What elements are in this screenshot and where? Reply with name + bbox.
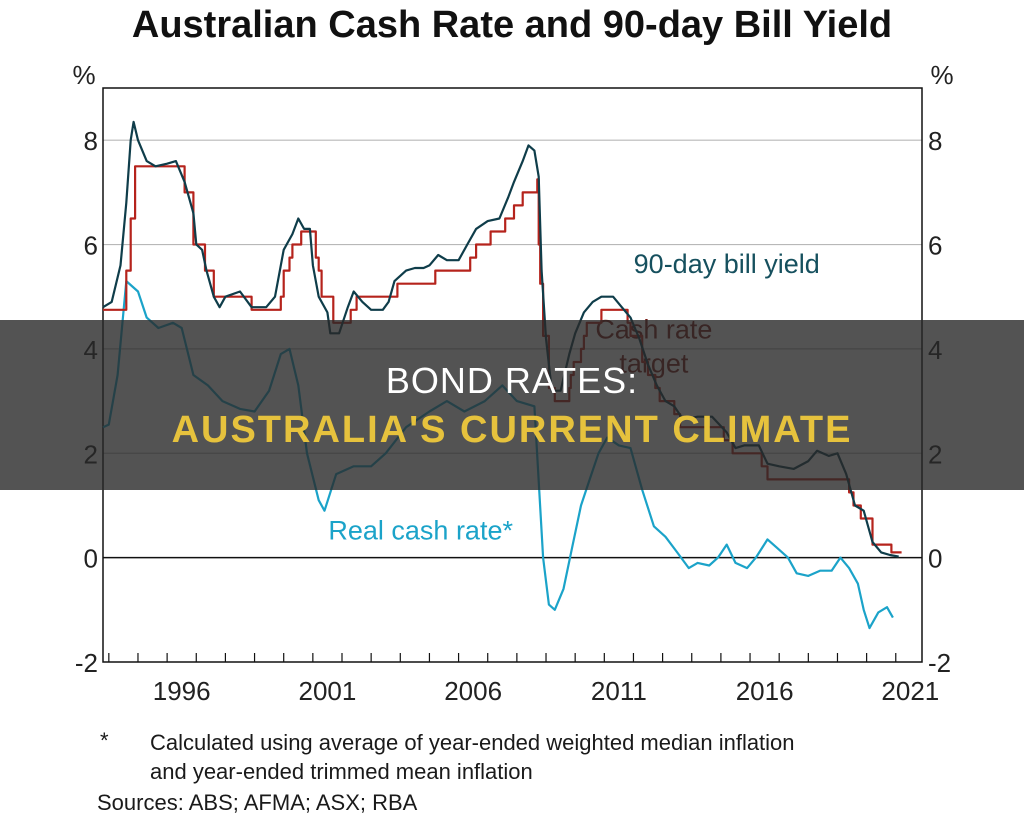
y-tick-label-left: 6 xyxy=(84,231,98,261)
y-tick-label-right: 0 xyxy=(928,544,942,574)
chart-title: Australian Cash Rate and 90-day Bill Yie… xyxy=(131,4,893,46)
overlay-heading: BOND RATES: xyxy=(385,360,639,401)
y-tick-label-left: 0 xyxy=(84,544,98,574)
x-tick-label: 2001 xyxy=(299,676,357,706)
x-tick-label: 1996 xyxy=(153,676,211,706)
footnote-line-1: Calculated using average of year-ended w… xyxy=(150,730,795,755)
x-tick-label: 2011 xyxy=(591,676,647,706)
overlay-subheading: AUSTRALIA'S CURRENT CLIMATE xyxy=(171,409,853,451)
x-tick-label: 2006 xyxy=(444,676,502,706)
footnote-mark: * xyxy=(100,728,109,753)
y-tick-label-right: 8 xyxy=(928,126,942,156)
footnote-text: Calculated using average of year-ended w… xyxy=(150,728,910,786)
y-axis-unit-left: % xyxy=(72,60,95,90)
x-tick-label: 2021 xyxy=(881,676,939,706)
y-tick-label-right: 6 xyxy=(928,231,942,261)
x-tick-label: 2016 xyxy=(736,676,794,706)
series-label-real: Real cash rate* xyxy=(328,515,513,545)
y-tick-label-right: -2 xyxy=(928,648,951,678)
y-tick-label-left: -2 xyxy=(75,648,98,678)
title-overlay-band xyxy=(0,320,1024,490)
y-tick-label-left: 8 xyxy=(84,126,98,156)
footnote-line-2: and year-ended trimmed mean inflation xyxy=(150,759,533,784)
series-label-bill: 90-day bill yield xyxy=(634,249,820,279)
y-axis-unit-right: % xyxy=(930,60,953,90)
sources-note: Sources: ABS; AFMA; ASX; RBA xyxy=(97,790,418,815)
